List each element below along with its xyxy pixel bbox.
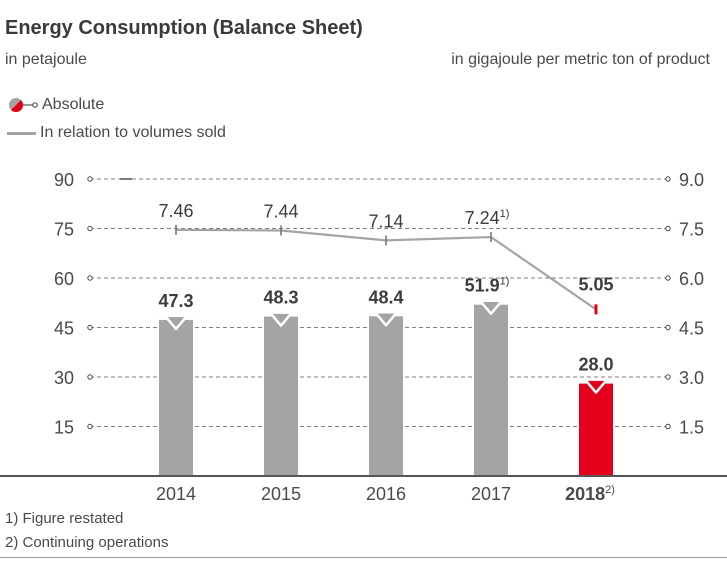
tick-marker-left	[87, 374, 93, 380]
bar	[579, 383, 613, 476]
y-right-tick-label: 9.0	[679, 170, 704, 190]
bar-marker	[163, 314, 189, 331]
x-category-label: 2016	[366, 484, 406, 504]
tick-marker-left	[87, 225, 93, 232]
y-left-tick-label: 45	[54, 319, 74, 339]
tick-marker-right	[665, 324, 671, 331]
y-right-tick-label: 7.5	[679, 220, 704, 240]
line-value-label: 7.14	[368, 211, 403, 231]
bar	[264, 316, 298, 476]
bar-marker	[268, 311, 294, 327]
tick-marker-left	[87, 176, 93, 182]
x-category-label: 2017	[471, 484, 511, 504]
bar-value-label: 48.4	[368, 287, 403, 307]
bar-value-label: 51.91)	[465, 276, 510, 296]
legend-item-relative: In relation to volumes sold	[7, 123, 226, 143]
chart-area: 15 1.5 30 3.0 45 4.5 60 6.0 75 7.5 90 9.0 47.3 48.3 48…	[0, 170, 727, 504]
tick-marker-right	[665, 374, 671, 380]
tick-marker-right	[665, 423, 671, 430]
y-left-tick-label: 75	[54, 220, 74, 240]
bar	[474, 304, 508, 476]
legend-label-relative: In relation to volumes sold	[40, 124, 226, 141]
y-left-tick-label: 30	[54, 368, 74, 388]
footnote-1: 1) Figure restated	[5, 510, 124, 527]
y-right-tick-label: 3.0	[679, 368, 704, 388]
right-axis-unit: in gigajoule per metric ton of product	[451, 51, 710, 68]
bottom-rule	[0, 557, 727, 558]
y-right-tick-label: 6.0	[679, 269, 704, 289]
x-category-label: 2015	[261, 484, 301, 504]
legend-label-absolute: Absolute	[42, 96, 105, 113]
tick-marker-left	[87, 324, 93, 331]
line-value-label: 7.44	[263, 201, 298, 221]
tick-marker-left	[87, 275, 93, 281]
bar	[369, 316, 403, 476]
y-left-tick-label: 90	[54, 170, 74, 190]
x-category-label: 20182)	[565, 484, 615, 504]
line-legend-icon	[7, 131, 36, 135]
bar-value-label: 28.0	[578, 355, 613, 375]
y-right-tick-label: 1.5	[679, 418, 704, 438]
chart-title: Energy Consumption (Balance Sheet)	[5, 17, 363, 39]
bar-value-label: 47.3	[158, 291, 193, 311]
footnote-2: 2) Continuing operations	[5, 534, 169, 551]
line-value-label: 7.241)	[465, 208, 510, 228]
bar	[159, 319, 193, 476]
left-axis-unit: in petajoule	[5, 51, 87, 68]
y-right-tick-label: 4.5	[679, 319, 704, 339]
tick-marker-right	[665, 275, 671, 281]
line-value-label: 5.05	[578, 274, 613, 294]
absolute-legend-icon	[9, 98, 38, 112]
y-left-tick-label: 60	[54, 269, 74, 289]
tick-marker-right	[665, 225, 671, 232]
y-left-tick-label: 15	[54, 418, 74, 438]
legend-item-absolute: Absolute	[7, 95, 104, 115]
bar-marker	[373, 311, 399, 327]
tick-marker-right	[665, 176, 671, 182]
tick-marker-left	[87, 423, 93, 430]
bar-marker	[583, 378, 609, 394]
line-value-label: 7.46	[158, 201, 193, 221]
x-category-label: 2014	[156, 484, 196, 504]
bar-value-label: 48.3	[263, 288, 298, 308]
bar-marker	[478, 299, 504, 315]
